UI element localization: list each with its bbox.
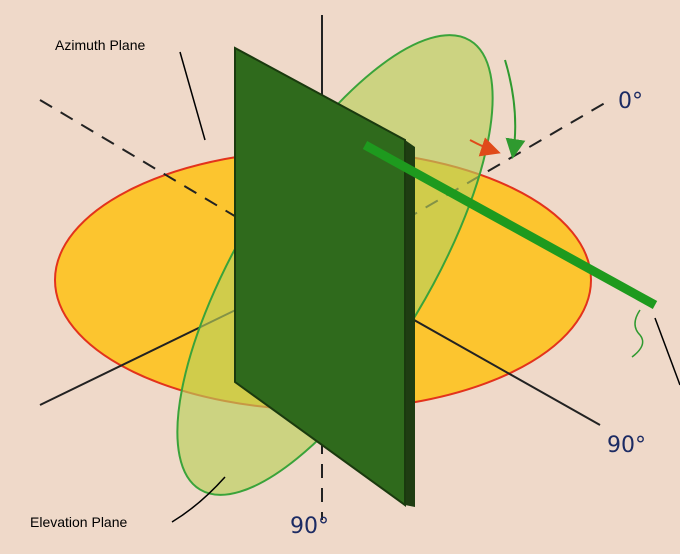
angle-label: 90° (290, 514, 329, 539)
squiggle (631, 309, 644, 358)
angle-label: 0° (618, 89, 643, 114)
angle-label: 90° (607, 433, 646, 458)
azimuth-label: Azimuth Plane (55, 37, 145, 53)
azimuth-arrow (469, 137, 501, 157)
antenna-panel (234, 46, 406, 507)
leaders (171, 51, 680, 523)
elevation-arrow (504, 59, 526, 159)
beam (362, 141, 658, 309)
panel-edge (405, 140, 415, 507)
elevation-label: Elevation Plane (30, 514, 128, 530)
